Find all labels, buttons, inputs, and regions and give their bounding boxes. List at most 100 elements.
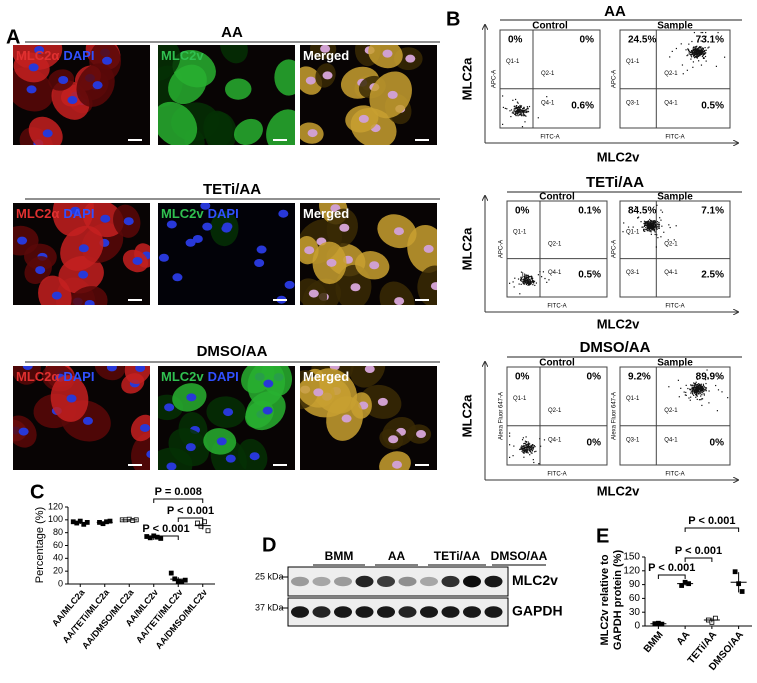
nucleus [305,76,316,85]
event-dot [523,280,525,282]
event-dot [700,40,702,42]
event-dot [688,49,690,51]
event-dot [652,223,655,226]
event-dot [523,276,526,278]
nucleus [200,203,211,210]
axis-name: Alexa Fluor 647-A [499,392,505,440]
event-dot [645,224,647,226]
event-dot [652,225,654,227]
event-dot [689,389,691,391]
blot-band [334,576,352,587]
event-dot [636,217,639,219]
event-dot [691,388,693,390]
event-dot [701,404,703,407]
event-dot [502,95,504,97]
event-dot [646,228,648,230]
event-dot [519,106,521,108]
event-dot [524,109,526,111]
event-dot [692,48,694,50]
event-dot [648,224,650,226]
event-dot [690,56,693,58]
event-dot [717,31,719,34]
event-dot [695,394,697,396]
event-dot [647,221,650,223]
event-dot [680,43,682,45]
micrograph-body [158,45,295,145]
label-part: Merged [303,206,349,221]
sig-label: P < 0.001 [648,562,695,574]
event-dot [661,211,664,213]
event-dot [502,106,505,109]
cell [204,112,237,145]
event-dot [526,277,528,279]
event-dot [682,73,684,75]
event-dot [687,387,689,390]
nucleus [262,406,273,415]
event-dot [526,275,528,277]
axis-title: MLC2v [597,149,640,164]
event-dot [702,387,704,389]
event-dot [703,388,705,390]
event-dot [699,46,701,48]
event-dot [509,444,511,446]
nucleus [132,256,143,265]
nucleus [394,297,405,305]
event-dot [526,279,528,282]
event-dot [707,47,709,49]
nucleus [249,452,260,461]
event-dot [517,112,519,114]
event-dot [538,463,540,465]
event-dot [700,399,702,401]
event-dot [697,385,699,387]
event-dot [515,106,518,108]
event-dot [703,57,705,59]
event-dot [534,445,536,448]
quadrant-percent: 0% [710,438,725,449]
quadrant-percent: 0% [580,35,595,46]
event-dot [705,35,707,37]
event-dot [521,280,523,282]
label-part: MLC2v [161,48,204,63]
event-dot [646,229,648,232]
gate-label: Q2-1 [548,408,562,414]
data-point [195,520,200,526]
y-tick-label: 20 [53,566,63,576]
event-dot [649,229,651,231]
event-dot [695,388,697,390]
event-dot [658,223,661,225]
gate-label: Q2-1 [664,408,678,414]
event-dot [692,388,694,390]
event-dot [524,447,526,449]
event-dot [518,106,520,108]
data-point [107,518,113,524]
event-dot [531,280,533,282]
event-dot [520,271,523,273]
nucleus [225,454,236,463]
event-dot [526,276,528,278]
event-dot [694,47,696,50]
event-dot [705,60,707,62]
event-dot [523,283,525,285]
event-dot [699,53,702,55]
event-dot [523,443,525,445]
label-part: DAPI [63,206,94,221]
x-tick-label: AA [675,630,693,648]
event-dot [528,279,530,281]
axis-name: Alexa Fluor 647-A [612,392,618,440]
event-dot [680,387,682,389]
event-dot [650,222,652,224]
axis-name: APC-A [499,240,505,258]
sig-bracket [657,574,686,579]
event-dot [701,394,703,396]
event-dot [533,281,535,283]
event-dot [512,281,514,283]
event-dot [643,230,645,232]
nucleus [166,220,177,229]
micrograph: MLC2α DAPI [13,45,150,145]
event-dot [697,51,699,53]
event-dot [524,110,526,112]
event-dot [651,224,653,226]
quadrant-percent: 9.2% [628,372,651,383]
nucleus [42,129,53,138]
event-dot [694,384,696,386]
